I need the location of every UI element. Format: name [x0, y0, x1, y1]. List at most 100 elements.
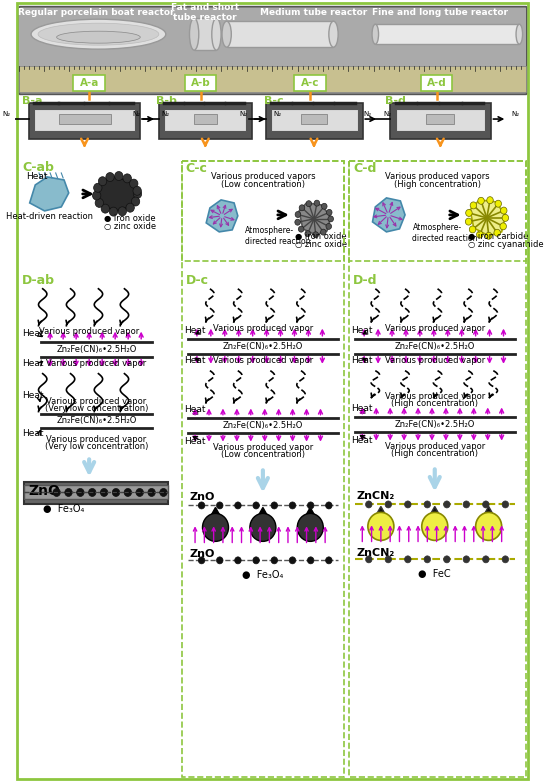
Text: ○ zinc oxide: ○ zinc oxide — [104, 223, 156, 231]
Text: (Very low concentration): (Very low concentration) — [45, 404, 148, 413]
Text: N₂: N₂ — [512, 111, 520, 117]
Text: ○ zinc cyanamide: ○ zinc cyanamide — [468, 241, 544, 249]
Text: ●  Fe₃O₄: ● Fe₃O₄ — [43, 505, 84, 515]
Circle shape — [271, 502, 278, 509]
Text: A-d: A-d — [427, 78, 447, 88]
Ellipse shape — [31, 20, 166, 49]
Text: Various produced vapor: Various produced vapor — [213, 324, 313, 333]
Text: Atmosphere-
directed reaction: Atmosphere- directed reaction — [413, 223, 478, 243]
Polygon shape — [424, 506, 446, 526]
Text: (High concentration): (High concentration) — [391, 399, 478, 408]
Circle shape — [297, 513, 324, 541]
Text: Various produced vapors: Various produced vapors — [385, 173, 490, 181]
Text: Various produced vapor: Various produced vapor — [384, 356, 485, 366]
Bar — [295, 75, 326, 91]
Text: C-c: C-c — [186, 162, 208, 176]
Text: D-c: D-c — [186, 274, 209, 287]
Circle shape — [65, 488, 72, 497]
Circle shape — [444, 501, 450, 508]
Circle shape — [295, 219, 300, 225]
Text: Heat: Heat — [184, 356, 206, 366]
Text: Various produced vapor: Various produced vapor — [384, 442, 485, 451]
Bar — [349, 161, 526, 261]
Text: Zn₂Fe(CN)₆•2.5H₂O: Zn₂Fe(CN)₆•2.5H₂O — [394, 342, 475, 351]
Text: Heat: Heat — [22, 330, 44, 338]
Bar — [271, 109, 358, 131]
Text: Heat: Heat — [184, 405, 206, 414]
Text: Heat: Heat — [184, 437, 206, 446]
Circle shape — [95, 198, 104, 208]
Text: ZnO: ZnO — [29, 484, 60, 498]
Circle shape — [235, 502, 241, 509]
Text: Various produced vapor: Various produced vapor — [47, 359, 147, 368]
Text: Atmosphere-
directed reaction: Atmosphere- directed reaction — [245, 226, 311, 245]
Circle shape — [203, 513, 228, 541]
Text: B-b: B-b — [156, 96, 177, 106]
Circle shape — [305, 230, 310, 237]
Circle shape — [500, 223, 506, 230]
Text: ● iron oxide: ● iron oxide — [104, 215, 156, 223]
Text: Various produced vapor: Various produced vapor — [39, 327, 139, 336]
Text: ZnCN₂: ZnCN₂ — [357, 548, 395, 558]
Text: Heat: Heat — [351, 436, 373, 445]
Bar — [159, 103, 252, 139]
Circle shape — [366, 556, 372, 563]
Text: Various produced vapor: Various produced vapor — [47, 435, 147, 444]
Bar — [24, 483, 168, 505]
Polygon shape — [372, 198, 405, 232]
Text: Regular porcelain boat reactor: Regular porcelain boat reactor — [18, 8, 175, 16]
Bar — [390, 103, 490, 139]
Ellipse shape — [222, 21, 232, 47]
Text: ZnCN₂: ZnCN₂ — [357, 491, 395, 501]
Text: N₂: N₂ — [162, 111, 170, 117]
Circle shape — [217, 502, 223, 509]
Text: Medium tube reactor: Medium tube reactor — [260, 8, 368, 16]
Polygon shape — [470, 200, 505, 236]
Circle shape — [106, 173, 114, 181]
Ellipse shape — [329, 21, 338, 47]
Circle shape — [306, 201, 311, 207]
Bar — [59, 114, 110, 124]
Text: N₂: N₂ — [384, 111, 392, 117]
Text: B-a: B-a — [22, 96, 43, 106]
Circle shape — [253, 502, 259, 509]
Text: A-a: A-a — [79, 78, 99, 88]
Circle shape — [321, 203, 327, 209]
Text: Zn₂Fe(CN)₆•2.5H₂O: Zn₂Fe(CN)₆•2.5H₂O — [223, 421, 303, 430]
Text: Zn₂Fe(CN)₆•2.5H₂O: Zn₂Fe(CN)₆•2.5H₂O — [57, 345, 137, 354]
Bar — [266, 103, 363, 139]
Circle shape — [100, 488, 108, 497]
Circle shape — [385, 501, 392, 508]
Circle shape — [465, 218, 472, 225]
Ellipse shape — [372, 24, 378, 45]
Text: ZnO: ZnO — [189, 549, 215, 559]
Circle shape — [404, 556, 411, 563]
Circle shape — [470, 202, 476, 209]
Bar — [427, 114, 454, 124]
Circle shape — [444, 556, 450, 563]
Circle shape — [500, 207, 507, 214]
Circle shape — [485, 232, 492, 239]
Bar — [185, 75, 217, 91]
Bar — [73, 75, 105, 91]
Bar — [375, 24, 519, 45]
Text: ●  Fe₃O₄: ● Fe₃O₄ — [242, 570, 284, 580]
Text: (Low concentration): (Low concentration) — [221, 180, 305, 190]
Circle shape — [99, 177, 107, 186]
Circle shape — [502, 556, 509, 563]
Polygon shape — [30, 177, 69, 211]
Polygon shape — [204, 508, 227, 527]
Circle shape — [160, 488, 167, 497]
Text: Various produced vapor: Various produced vapor — [384, 324, 485, 333]
Bar — [396, 109, 485, 131]
Text: Fat and short
tube reactor: Fat and short tube reactor — [171, 2, 239, 22]
Circle shape — [326, 209, 332, 216]
Text: C-d: C-d — [353, 162, 376, 176]
Text: ● iron carbide: ● iron carbide — [468, 233, 529, 241]
Polygon shape — [299, 203, 331, 235]
Text: N₂: N₂ — [132, 111, 140, 117]
Circle shape — [307, 502, 314, 509]
Circle shape — [89, 488, 96, 497]
Circle shape — [109, 207, 117, 216]
Circle shape — [385, 556, 392, 563]
